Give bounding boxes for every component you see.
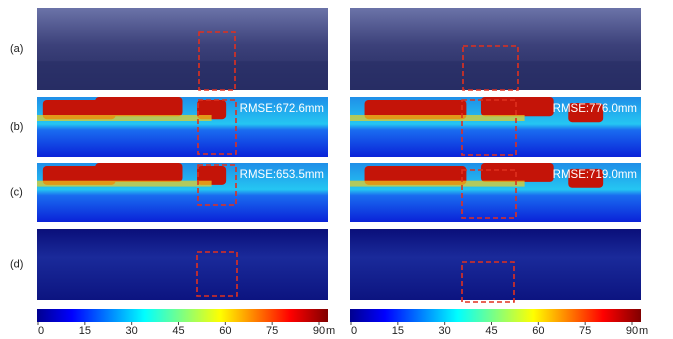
depth-region: [95, 97, 182, 116]
colorbar-tick-label: 45: [485, 325, 497, 337]
colorbar-tick-label: 60: [532, 325, 544, 337]
colorbar-tick-label: 75: [579, 325, 591, 337]
depth-region: [350, 115, 525, 121]
depth-region: [37, 115, 212, 121]
figure: (a) (b) (c) (d) RMSE:672.6mm RMSE:653.5mm 0 15 3…: [0, 0, 673, 339]
road: [350, 61, 641, 90]
depth-region: [37, 181, 212, 187]
colorbar-tick-label: 0: [351, 325, 357, 337]
row-label: (b): [10, 121, 23, 133]
road: [37, 61, 328, 90]
colorbar-tick-label: 30: [126, 325, 138, 337]
depth-region: [95, 163, 182, 182]
colorbar-tick-label: 90: [626, 325, 638, 337]
rmse-label: RMSE:653.5mm: [240, 169, 324, 181]
image-panel: [350, 229, 641, 300]
rmse-label: RMSE:672.6mm: [240, 103, 324, 115]
colorbar-tick-label: 75: [266, 325, 278, 337]
colorbar-tick-label: 0: [38, 325, 44, 337]
colorbar-tick-label: 45: [172, 325, 184, 337]
rmse-label: RMSE:776.0mm: [553, 103, 637, 115]
depth-region: [481, 163, 554, 182]
colorbar-unit: m: [326, 325, 335, 337]
depth-region: [350, 181, 525, 187]
colorbar-tick-label: 15: [392, 325, 404, 337]
colorbar: [37, 309, 328, 322]
colorbar-tick-label: 90: [313, 325, 325, 337]
colorbar-tick-label: 30: [439, 325, 451, 337]
rmse-label: RMSE:719.0mm: [553, 169, 637, 181]
colorbar-unit: m: [639, 325, 648, 337]
image-panel: [37, 229, 328, 300]
row-label: (c): [10, 186, 23, 198]
colorbar-tick-label: 15: [79, 325, 91, 337]
depth-region: [481, 97, 554, 116]
colorbar-tick-label: 60: [219, 325, 231, 337]
row-label: (a): [10, 43, 23, 55]
colorbar: [350, 309, 641, 322]
row-label: (d): [10, 258, 23, 270]
